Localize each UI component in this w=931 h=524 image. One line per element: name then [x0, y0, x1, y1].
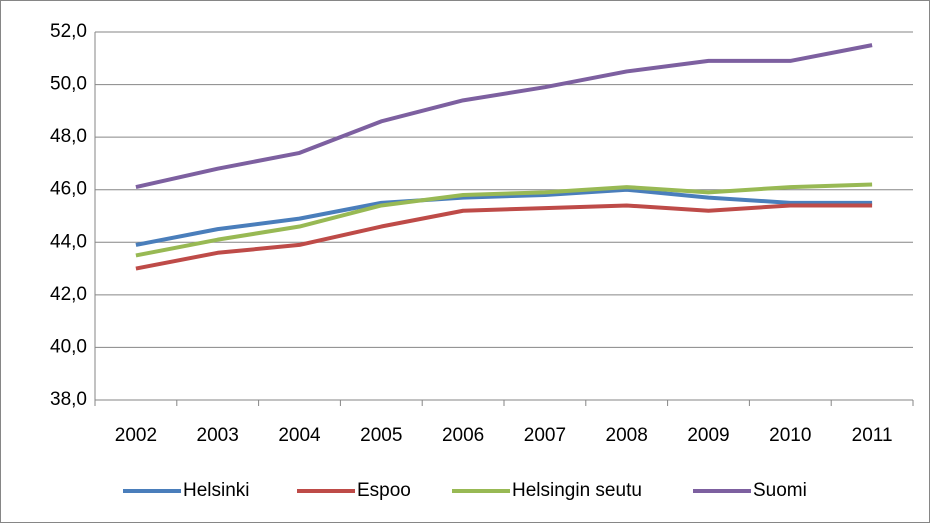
y-tick-label: 48,0 [50, 126, 87, 147]
x-tick-label: 2007 [524, 425, 566, 446]
y-tick-label: 42,0 [50, 284, 87, 305]
x-tick-label: 2002 [115, 425, 157, 446]
series-line [135, 203, 873, 271]
y-tick-label: 40,0 [50, 336, 87, 357]
x-tick-label: 2008 [606, 425, 648, 446]
x-tick-label: 2011 [852, 425, 893, 446]
y-tick-label: 52,0 [50, 21, 87, 42]
x-tick-label: 2005 [360, 425, 402, 446]
legend-label: Espoo [357, 480, 411, 501]
x-tick-label: 2010 [769, 425, 811, 446]
y-tick-label: 46,0 [50, 179, 87, 200]
y-tick-label: 44,0 [50, 231, 87, 252]
x-tick-label: 2003 [197, 425, 239, 446]
legend-label: Helsinki [183, 480, 250, 501]
x-tick-label: 2004 [278, 425, 321, 446]
y-tick-label: 38,0 [50, 389, 87, 410]
series-line [135, 43, 873, 190]
series-line [135, 182, 873, 258]
x-tick-label: 2009 [687, 425, 729, 446]
legend-label: Suomi [753, 480, 807, 501]
series-line [135, 187, 873, 247]
x-tick-label: 2006 [442, 425, 484, 446]
y-tick-label: 50,0 [50, 74, 87, 95]
legend-label: Helsingin seutu [512, 480, 642, 501]
